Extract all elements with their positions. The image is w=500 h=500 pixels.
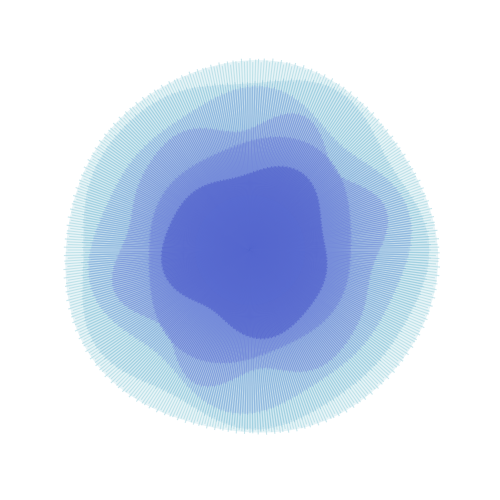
- burst-core-glow: [195, 195, 305, 305]
- burst-layer-core: [160, 165, 329, 340]
- burst-spoke: [249, 248, 327, 251]
